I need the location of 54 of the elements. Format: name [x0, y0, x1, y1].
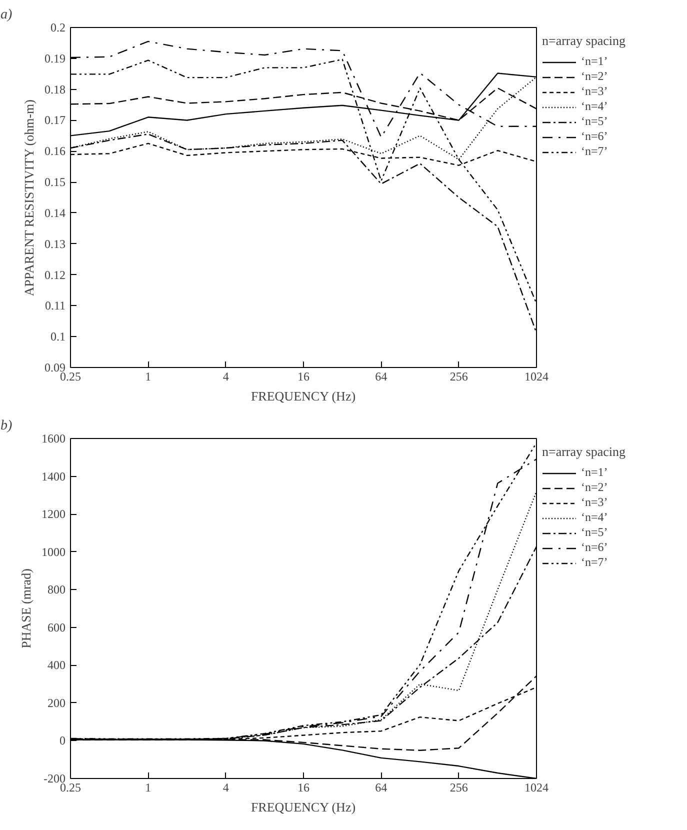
legend-label: ‘n=2’: [581, 480, 608, 495]
y-axis-title: PHASE (mrad): [18, 568, 34, 648]
y-tick-label: 0.2: [50, 20, 66, 34]
y-tick-label: 0.19: [44, 51, 66, 66]
text: a): [0, 8, 12, 22]
y-tick-label: 0.11: [44, 298, 66, 313]
legend-title: n=array spacing: [542, 444, 626, 460]
x-tick-label: 4: [222, 780, 229, 794]
x-tick-label: 1024: [524, 780, 548, 794]
x-tick-label: 256: [450, 780, 468, 794]
legend-label: ‘n=2’: [581, 69, 608, 84]
legend-title: n=array spacing: [542, 33, 626, 49]
y-tick-label: 600: [48, 620, 66, 634]
legend-label: ‘n=5’: [581, 114, 608, 129]
x-tick-label: 1: [145, 780, 152, 794]
y-tick-label: 1600: [42, 432, 66, 446]
x-axis-title: FREQUENCY (Hz): [250, 800, 356, 814]
legend-label: ‘n=7’: [581, 555, 608, 570]
legend-label: ‘n=4’: [581, 510, 608, 525]
legend-label: ‘n=5’: [581, 525, 608, 540]
y-tick-label: 800: [48, 582, 66, 597]
legend-label: ‘n=3’: [581, 84, 608, 99]
y-tick-label: 0.12: [44, 268, 66, 282]
x-tick-label: 16: [298, 780, 310, 794]
x-tick-label: 1: [145, 370, 152, 384]
y-tick-label: 0: [60, 734, 66, 748]
y-tick-label: 0.15: [44, 175, 66, 190]
y-tick-label: 0.14: [44, 206, 66, 220]
y-tick-label: 1200: [42, 507, 66, 522]
legend-label: ‘n=1’: [581, 54, 608, 69]
y-axis-title: APPARENT RESISTIVITY (ohm-m): [22, 100, 36, 296]
legend-label: ‘n=6’: [581, 129, 608, 144]
x-tick-label: 4: [222, 370, 229, 384]
x-tick-label: 64: [375, 370, 388, 384]
y-tick-label: 200: [48, 696, 66, 710]
text: b): [0, 418, 12, 434]
y-tick-label: 400: [48, 658, 66, 672]
y-tick-label: 0.18: [44, 82, 66, 96]
y-tick-label: 0.13: [44, 236, 66, 251]
y-tick-label: 1000: [42, 544, 66, 559]
y-tick-label: 0.16: [44, 144, 66, 158]
legend-label: ‘n=3’: [581, 495, 608, 510]
x-tick-label: 16: [298, 370, 310, 384]
legend-label: ‘n=6’: [581, 540, 608, 555]
legend-label: ‘n=4’: [581, 99, 608, 114]
y-tick-label: 1400: [42, 469, 66, 484]
y-tick-label: 0.17: [44, 113, 66, 128]
x-tick-label: 64: [375, 780, 388, 794]
x-tick-label: 256: [450, 370, 468, 384]
y-tick-label: 0.1: [50, 330, 66, 344]
legend-label: ‘n=7’: [581, 144, 608, 159]
x-axis-title: FREQUENCY (Hz): [250, 388, 356, 404]
legend-label: ‘n=1’: [581, 465, 608, 480]
x-tick-label: 1024: [524, 370, 548, 384]
